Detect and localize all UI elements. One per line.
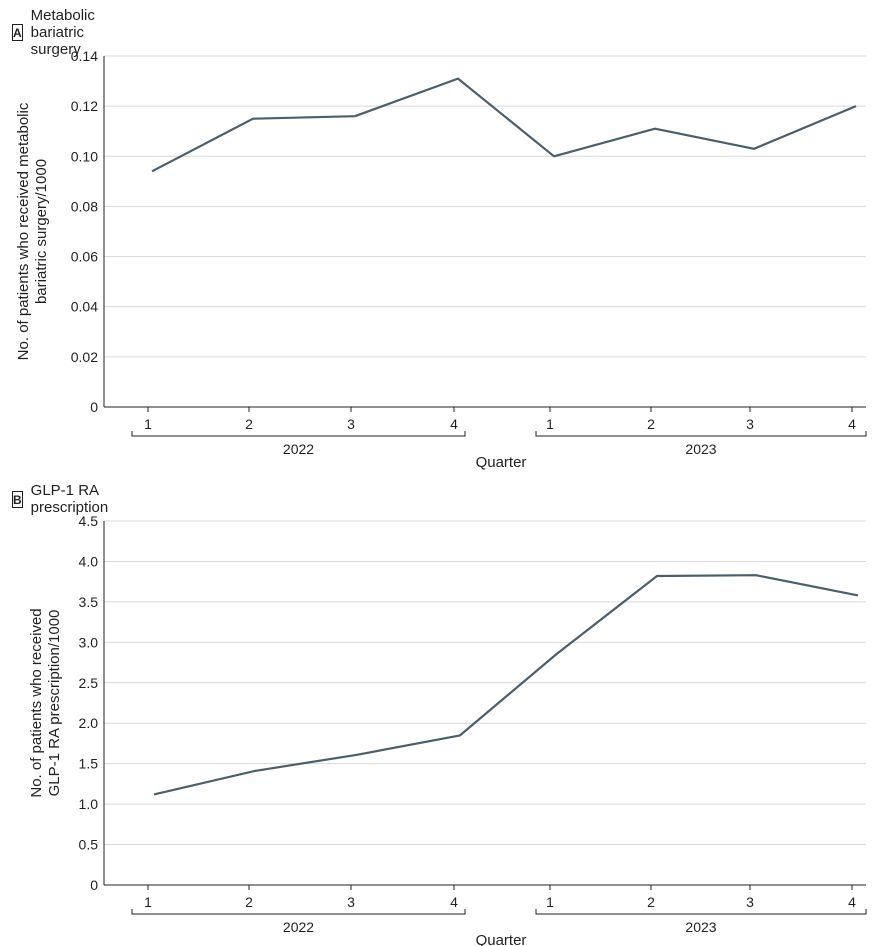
chart-a-ytick-label: 0.08: [71, 198, 98, 214]
chart-a-ytick-label: 0.04: [71, 299, 98, 315]
chart-b-xtick-label: 1: [144, 894, 152, 910]
panel-b-chart: 0 0.5 1.0 1.5 2.0 2.5 3.0 3.5 4.0 4.5 1 2 3 4 1 2 3 4 2022…: [28, 513, 867, 946]
chart-b-xtick-label: 4: [848, 894, 856, 910]
chart-a-xtick-label: 1: [144, 416, 152, 432]
chart-a-year-label: 2023: [685, 441, 716, 457]
chart-a-y-axis-title: bariatric surgery/1000: [33, 159, 50, 304]
chart-a-year-label: 2022: [283, 441, 314, 457]
chart-b-xtick-label: 3: [347, 894, 355, 910]
panel-a-chart: 0 0.02 0.04 0.06 0.08 0.10 0.12 0.14 1 2 3 4 1 2 3 4 202…: [15, 48, 867, 471]
chart-a-ytick-label: 0.14: [71, 48, 98, 64]
panel-a-badge: A: [12, 24, 23, 41]
chart-b-x-axis-title: Quarter: [476, 932, 527, 946]
panel-a-title: Metabolic bariatric surgery: [30, 7, 95, 58]
chart-b-year-label: 2022: [283, 919, 314, 935]
chart-b-ytick-label: 2.0: [79, 715, 99, 731]
chart-a-year-bracket: [131, 431, 466, 437]
chart-b-xtick-label: 2: [245, 894, 253, 910]
chart-a-xtick-label: 4: [848, 416, 856, 432]
chart-a-ytick-label: 0.10: [71, 148, 98, 164]
chart-b-xtick-label: 1: [546, 894, 554, 910]
panel-a-header: A Metabolic bariatric surgery: [12, 7, 101, 58]
panel-b-header: B GLP-1 RA prescription: [12, 482, 115, 516]
chart-a-xtick-label: 3: [347, 416, 355, 432]
panel-b-badge: B: [12, 490, 23, 508]
chart-a-year-bracket: [535, 431, 867, 437]
chart-a-ytick-label: 0.02: [71, 349, 98, 365]
chart-b-y-axis-title: No. of patients who received: [28, 608, 45, 797]
chart-a-series-line: [151, 77, 857, 173]
chart-b-ytick-label: 3.5: [79, 594, 99, 610]
chart-b-xtick-label: 2: [647, 894, 655, 910]
chart-b-year-bracket: [535, 909, 867, 915]
chart-b-ytick-label: 1.5: [79, 756, 99, 772]
chart-b-series-line: [153, 574, 859, 796]
chart-a-xtick-label: 3: [746, 416, 754, 432]
chart-a-ytick-label: 0: [90, 399, 98, 415]
chart-b-ytick-label: 3.0: [79, 634, 99, 650]
chart-b-xtick-label: 4: [450, 894, 458, 910]
chart-b-ytick-label: 4.5: [79, 513, 99, 529]
chart-b-ytick-label: 2.5: [79, 675, 99, 691]
chart-b-ytick-label: 0: [90, 877, 98, 893]
chart-a-xtick-label: 4: [450, 416, 458, 432]
chart-a-ytick-label: 0.06: [71, 249, 98, 265]
panel-b-title: GLP-1 RA prescription: [30, 482, 109, 516]
chart-b-ytick-label: 0.5: [79, 837, 99, 853]
chart-b-ytick-label: 4.0: [79, 553, 99, 569]
chart-a-xtick-label: 1: [546, 416, 554, 432]
chart-a-xtick-label: 2: [647, 416, 655, 432]
chart-b-year-bracket: [131, 909, 466, 915]
chart-b-y-axis-title: GLP-1 RA prescription/1000: [46, 610, 63, 797]
chart-a-xtick-label: 2: [245, 416, 253, 432]
chart-a-x-axis-title: Quarter: [476, 454, 527, 471]
chart-b-xtick-label: 3: [746, 894, 754, 910]
chart-b-year-label: 2023: [685, 919, 716, 935]
chart-a-ytick-label: 0.12: [71, 98, 98, 114]
chart-b-ytick-label: 1.0: [79, 796, 99, 812]
chart-a-y-axis-title: No. of patients who received metabolic: [15, 102, 32, 360]
